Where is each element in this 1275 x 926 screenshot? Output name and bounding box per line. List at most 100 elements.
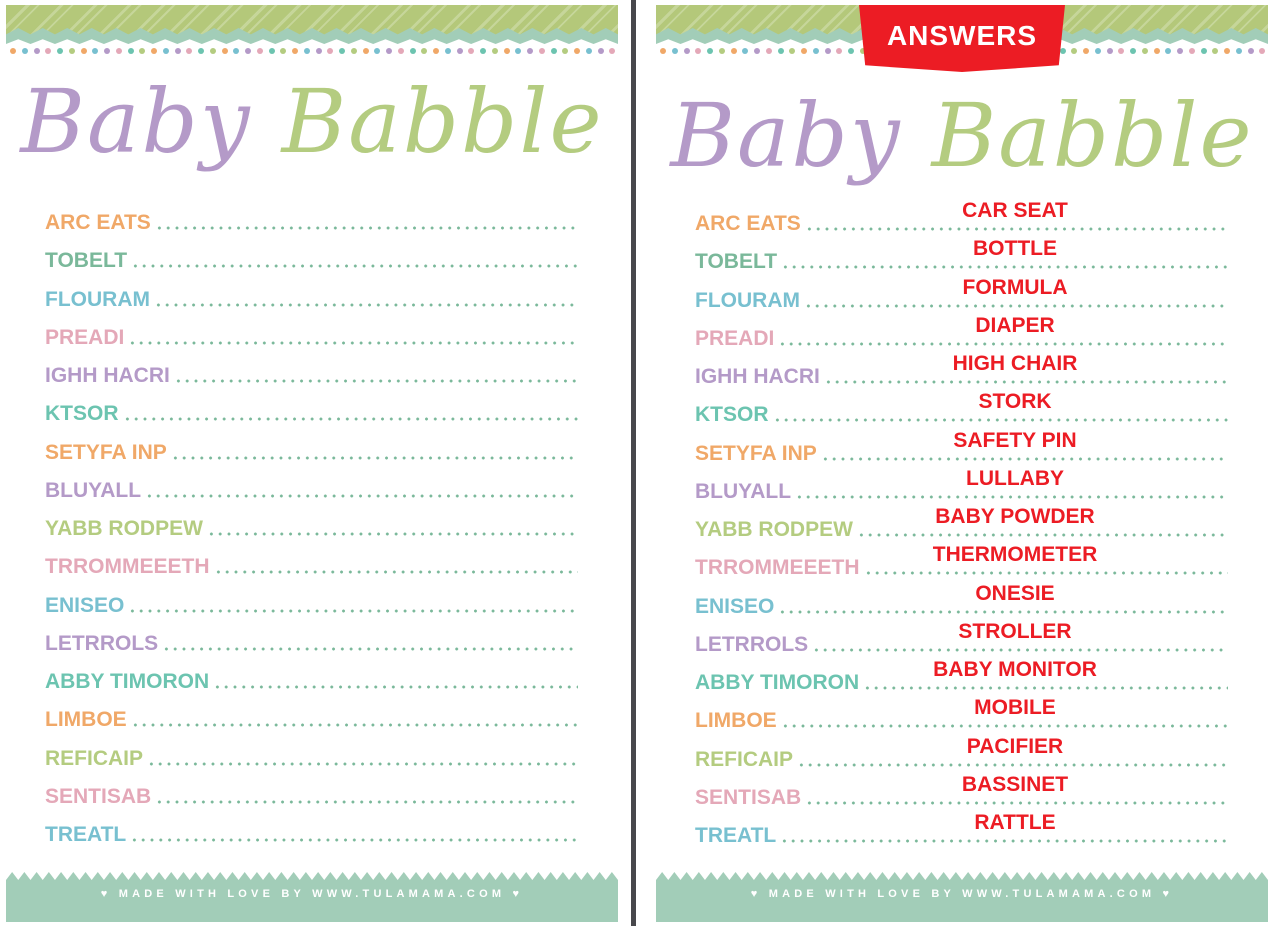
answer-line[interactable]: [170, 454, 578, 461]
header-dots: [10, 48, 616, 54]
dot: [409, 48, 416, 54]
page-title: Baby Babble: [6, 70, 618, 173]
list-item: ARC EATS: [45, 205, 578, 235]
answer-text: RATTLE: [974, 811, 1056, 834]
answer-line[interactable]: [147, 760, 578, 767]
scrambled-word: SENTISAB: [695, 785, 802, 809]
footer: ♥ MADE WITH LOVE BY WWW.TULAMAMA.COM ♥: [656, 872, 1268, 922]
list-item: ABBY TIMORON: [695, 665, 1228, 695]
answer-line[interactable]: [820, 455, 1228, 462]
dot: [186, 48, 193, 54]
answer-line[interactable]: [213, 569, 578, 576]
dot: [327, 48, 334, 54]
dot: [92, 48, 99, 54]
answer-line[interactable]: [863, 685, 1228, 691]
list-item: LETRROLS: [695, 627, 1228, 657]
dot: [350, 48, 357, 54]
dot: [777, 48, 784, 54]
answer-line[interactable]: [154, 225, 578, 231]
dot: [789, 48, 796, 54]
list-item: ENISEO: [695, 589, 1228, 619]
answer-line[interactable]: [128, 607, 578, 614]
scrambled-word: LIMBOE: [695, 709, 777, 733]
list-item: SETYFA INP: [695, 436, 1228, 466]
dot: [21, 48, 28, 54]
answer-line[interactable]: [122, 416, 578, 423]
answer-line[interactable]: [803, 302, 1228, 309]
answer-line[interactable]: [213, 684, 578, 690]
scrambled-word: TRROMMEEETH: [45, 555, 210, 579]
answer-line[interactable]: [804, 226, 1228, 232]
page-divider: [631, 0, 636, 926]
answer-line[interactable]: [780, 838, 1228, 844]
answer-line[interactable]: [778, 608, 1228, 615]
list-item: LETRROLS: [45, 626, 578, 656]
answer-line[interactable]: [131, 263, 578, 270]
dot: [1071, 48, 1078, 54]
answer-line[interactable]: [805, 799, 1228, 806]
dot: [491, 48, 498, 54]
answer-line[interactable]: [173, 378, 578, 384]
answer-line[interactable]: [823, 379, 1228, 385]
dot: [801, 48, 807, 54]
dot: [397, 48, 404, 54]
dot: [1224, 48, 1230, 54]
scrambled-word: REFICAIP: [695, 747, 794, 771]
list-item: FLOURAM: [695, 283, 1228, 313]
dot: [742, 48, 749, 54]
answer-line[interactable]: [130, 722, 578, 729]
header-zigzag: [6, 28, 618, 44]
dot: [115, 48, 122, 54]
dot: [1212, 48, 1219, 54]
answer-line[interactable]: [778, 340, 1228, 347]
scrambled-word: PREADI: [695, 326, 775, 350]
answer-line[interactable]: [795, 493, 1228, 500]
scrambled-word: LIMBOE: [45, 708, 127, 732]
answer-line[interactable]: [863, 570, 1228, 577]
answer-line[interactable]: [780, 723, 1228, 730]
dot: [1235, 48, 1242, 54]
answer-line[interactable]: [812, 646, 1228, 653]
dot: [660, 48, 666, 54]
dot: [221, 48, 228, 54]
answer-text: SAFETY PIN: [953, 428, 1077, 452]
scrambled-word: ABBY TIMORON: [695, 671, 860, 694]
dot: [245, 48, 251, 54]
list-item: PREADI: [45, 320, 578, 350]
dot: [683, 48, 690, 54]
dot: [468, 48, 475, 54]
dot: [292, 48, 298, 54]
answer-text: STROLLER: [958, 619, 1072, 643]
answer-line[interactable]: [772, 417, 1228, 424]
dot: [1106, 48, 1113, 54]
answer-line[interactable]: [155, 798, 578, 805]
scrambled-word: SENTISAB: [45, 784, 152, 808]
scrambled-word: BLUYALL: [45, 478, 142, 502]
scrambled-word: FLOURAM: [45, 287, 150, 311]
answer-text: PACIFIER: [966, 734, 1064, 758]
scrambled-word: ARC EATS: [695, 212, 801, 235]
list-item: SETYFA INP: [45, 435, 578, 465]
dot: [104, 48, 110, 54]
answer-line[interactable]: [206, 531, 578, 537]
dot: [303, 48, 310, 54]
answer-line[interactable]: [781, 264, 1228, 271]
dot: [836, 48, 843, 54]
list-item: REFICAIP: [695, 742, 1228, 772]
answers-page: ANSWERS Baby Babble ARC EATS CAR SEAT TOBE…: [656, 0, 1268, 926]
answer-text: DIAPER: [975, 313, 1055, 337]
answer-line[interactable]: [128, 339, 578, 346]
dot: [256, 48, 263, 54]
scrambled-word: KTSOR: [695, 403, 769, 427]
dot: [1141, 48, 1148, 54]
dot: [1247, 48, 1254, 54]
answer-line[interactable]: [856, 532, 1228, 538]
answer-line[interactable]: [153, 301, 578, 308]
dot: [127, 48, 134, 54]
dot: [339, 48, 345, 54]
answer-line[interactable]: [145, 492, 578, 499]
dot: [362, 48, 369, 54]
answer-line[interactable]: [130, 837, 578, 843]
answer-line[interactable]: [162, 645, 578, 652]
answer-line[interactable]: [797, 761, 1228, 768]
